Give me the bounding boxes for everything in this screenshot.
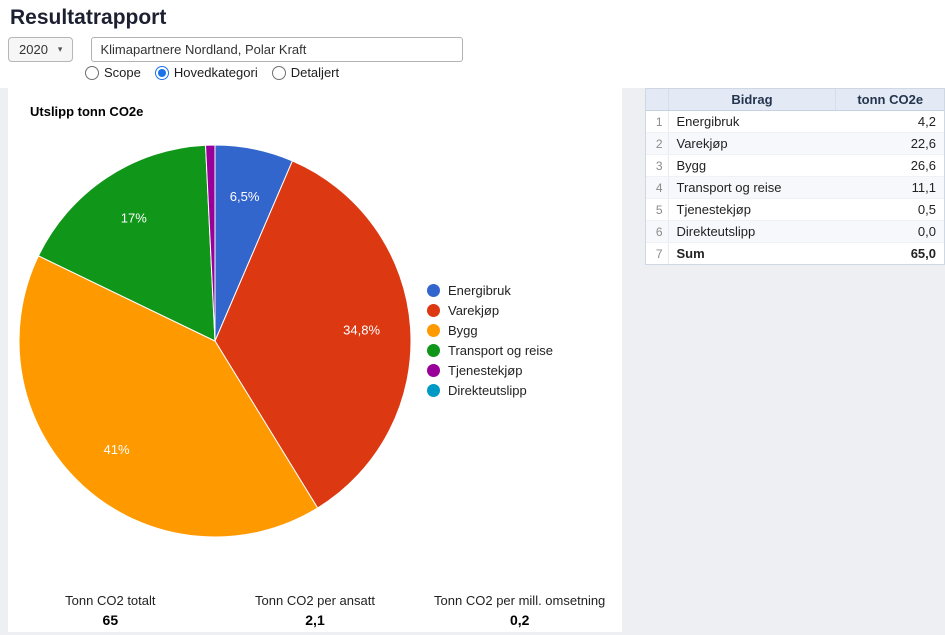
view-mode-radios: Scope Hovedkategori Detaljert [85,65,339,80]
legend-item-transport-og-reise[interactable]: Transport og reise [427,340,553,360]
radio-circle-icon [271,65,286,80]
year-dropdown[interactable]: 2020 ▾ [8,37,74,62]
stat-tonn-co2-per-ansatt: Tonn CO2 per ansatt 2,1 [213,593,418,628]
stat-value: 2,1 [305,612,325,628]
pie-slice-transport-og-reise[interactable] [37,144,216,342]
table-row-tjenestekjøp[interactable]: 5 Tjenestekjøp 0,5 [646,198,944,221]
row-number: 6 [646,220,669,243]
chart-card: Utslipp tonn CO2e 6,5% 34,8% 41% 17% Energi… [8,88,622,632]
row-value: 22,6 [835,132,944,155]
pie-slice-label: 17% [121,210,147,225]
legend-label: Varekjøp [448,302,500,318]
legend-marker-icon [427,383,440,397]
legend-marker-icon [427,363,440,377]
legend-marker-icon [427,303,440,317]
legend-marker-icon [427,323,440,337]
controls-row: 2020 ▾ [8,37,464,62]
radio-circle-icon [154,65,169,80]
pie-slice-label: 6,5% [230,189,260,204]
table-row-bygg[interactable]: 3 Bygg 26,6 [646,154,944,177]
legend-label: Transport og reise [448,342,554,358]
legend-item-direkteutslipp[interactable]: Direkteutslipp [427,380,553,400]
stat-value: 0,2 [509,612,530,628]
row-label: Energibruk [668,110,836,133]
row-number: 4 [646,176,669,199]
radio-label: Scope [104,65,141,80]
summary-stats: Tonn CO2 totalt 65 Tonn CO2 per ansatt 2,1 T… [8,593,622,628]
radio-circle-icon [85,65,99,80]
row-label: Varekjøp [668,132,836,155]
legend-item-bygg[interactable]: Bygg [427,320,553,340]
chart-legend: Energibruk Varekjøp Bygg Transport og reise… [427,280,553,400]
table-row-direkteutslipp[interactable]: 6 Direkteutslipp 0,0 [646,220,944,243]
row-label: Bygg [668,154,836,177]
radio-scope[interactable]: Scope [85,65,141,80]
pie-slice-label: 41% [103,442,129,457]
table-row-sum[interactable]: 7 Sum 65,0 [646,242,944,264]
row-value: 11,1 [835,176,944,199]
radio-label: Detaljert [290,65,340,80]
radio-label: Hovedkategori [173,65,258,80]
legend-item-energibruk[interactable]: Energibruk [427,280,553,300]
top-bar: Resultatrapport 2020 ▾ Scope Hovedkategor… [0,0,945,88]
legend-marker-icon [427,283,440,297]
row-number: 3 [646,154,669,177]
row-value: 65,0 [835,242,944,264]
pie-slice-tjenestekjøp[interactable] [205,144,216,342]
row-number: 2 [646,132,669,155]
row-value: 0,5 [835,198,944,221]
radio-hovedkategori[interactable]: Hovedkategori [154,65,258,80]
company-input[interactable] [91,37,464,62]
table-header-row: Bidrag tonn CO2e [646,89,944,111]
pie-slice-varekjøp[interactable] [214,160,412,509]
stat-label: Tonn CO2 per ansatt [255,593,375,608]
stat-tonn-co2-per-mill-omsetning: Tonn CO2 per mill. omsetning 0,2 [417,593,622,628]
stat-label: Tonn CO2 per mill. omsetning [434,593,606,608]
column-header-bidrag[interactable]: Bidrag [668,89,837,111]
pie-slice-label: 34,8% [343,322,380,337]
legend-label: Direkteutslipp [448,382,527,398]
year-dropdown-value: 2020 [19,42,48,57]
radio-detaljert[interactable]: Detaljert [271,65,340,80]
table-row-energibruk[interactable]: 1 Energibruk 4,2 [646,110,944,133]
row-number-header [646,89,669,111]
row-value: 0,0 [835,220,944,243]
row-number: 7 [646,242,669,264]
row-label: Transport og reise [668,176,836,199]
row-label: Direkteutslipp [668,220,836,243]
row-label: Sum [668,242,836,264]
table-row-varekjøp[interactable]: 2 Varekjøp 22,6 [646,132,944,155]
results-table: Bidrag tonn CO2e 1 Energibruk 4,2 2 Varekjøp 22… [645,88,945,265]
radio-dot-icon [157,68,166,77]
stat-label: Tonn CO2 totalt [65,593,156,608]
legend-item-tjenestekjøp[interactable]: Tjenestekjøp [427,360,553,380]
legend-label: Bygg [448,322,478,338]
chart-title: Utslipp tonn CO2e [30,104,144,119]
row-value: 26,6 [835,154,944,177]
legend-item-varekjøp[interactable]: Varekjøp [427,300,553,320]
row-number: 5 [646,198,669,221]
stat-value: 65 [102,612,119,628]
table-row-transport-og-reise[interactable]: 4 Transport og reise 11,1 [646,176,944,199]
legend-marker-icon [427,343,440,357]
row-number: 1 [646,110,669,133]
legend-label: Tjenestekjøp [448,362,523,378]
legend-label: Energibruk [448,282,511,298]
page-title: Resultatrapport [10,6,167,29]
stat-tonn-co2-totalt: Tonn CO2 totalt 65 [8,593,213,628]
column-header-tonn-co2e[interactable]: tonn CO2e [835,89,944,111]
row-value: 4,2 [835,110,944,133]
row-label: Tjenestekjøp [668,198,836,221]
chevron-down-icon: ▾ [57,44,63,54]
pie-chart: 6,5% 34,8% 41% 17% [18,144,412,538]
pie-slice-bygg[interactable] [18,255,319,538]
